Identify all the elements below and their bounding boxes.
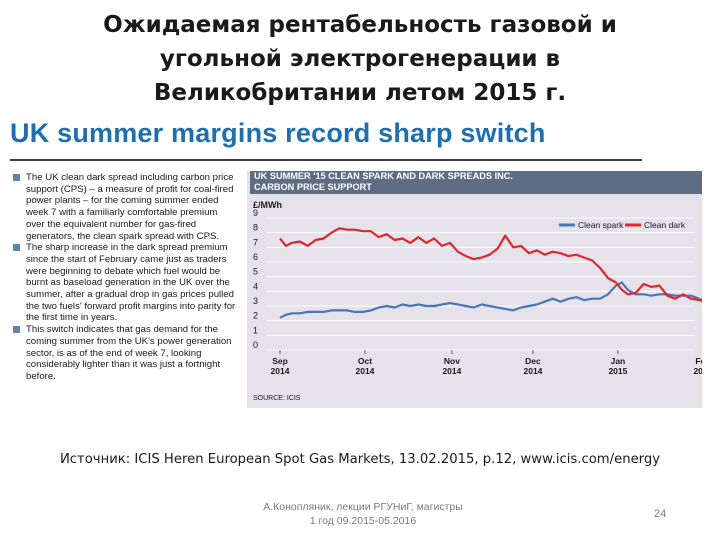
chart-title-line-1: UK SUMMER '15 CLEAN SPARK AND DARK SPREA… <box>254 171 513 181</box>
footer-author: А.Конопляник, лекции РГУНиГ, магистры 1 … <box>238 500 488 528</box>
bullet-square-icon <box>13 174 20 181</box>
x-tick-label-month-3: Dec <box>525 356 541 366</box>
bullet-1: The UK clean dark spread including carbo… <box>12 172 237 242</box>
y-axis-label: £/MWh <box>253 200 282 210</box>
headline-divider <box>10 159 642 161</box>
y-tick-label-5: 5 <box>253 267 258 277</box>
slide-title: Ожидаемая рентабельность газовой и уголь… <box>40 8 680 110</box>
article-bullets: The UK clean dark spread including carbo… <box>12 172 237 383</box>
x-tick-label-month-0: Sep <box>272 356 288 366</box>
y-tick-label-2: 2 <box>253 311 258 321</box>
page-number: 24 <box>654 508 667 520</box>
y-tick-label-1: 1 <box>253 325 258 335</box>
y-tick-label-7: 7 <box>253 237 258 247</box>
legend-label-clean-dark: Clean dark <box>644 220 686 230</box>
bullet-2-text: The sharp increase in the dark spread pr… <box>26 242 236 324</box>
slide-title-line-2: угольной электрогенерации в <box>159 46 561 72</box>
y-tick-label-8: 8 <box>253 223 258 233</box>
bullet-1-text: The UK clean dark spread including carbo… <box>26 172 234 242</box>
article-headline: UK summer margins record sharp switch <box>10 118 546 148</box>
y-tick-label-0: 0 <box>253 340 258 350</box>
bullet-square-icon <box>13 326 20 334</box>
legend-label-clean-spark: Clean spark <box>578 220 624 230</box>
y-tick-label-9: 9 <box>253 208 258 218</box>
x-tick-label-year-2: 2014 <box>442 366 461 376</box>
chart-source-label: SOURCE: ICIS <box>253 395 301 402</box>
x-tick-label-year-5: 2015 <box>693 366 702 376</box>
source-citation: Источник: ICIS Heren European Spot Gas M… <box>59 452 661 467</box>
bullet-3-text: This switch indicates that gas demand fo… <box>26 324 232 382</box>
slide-title-line-3: Великобритании летом 2015 г. <box>153 80 567 106</box>
y-tick-label-4: 4 <box>253 281 258 291</box>
chart-title-line-2: CARBON PRICE SUPPORT <box>254 182 372 192</box>
x-tick-label-month-2: Nov <box>444 356 460 366</box>
x-tick-label-month-1: Oct <box>358 356 372 366</box>
x-tick-label-year-3: 2014 <box>523 366 542 376</box>
y-tick-label-6: 6 <box>253 252 258 262</box>
footer-line-1: А.Конопляник, лекции РГУНиГ, магистры <box>263 501 463 513</box>
series-line-clean-spark <box>279 281 702 319</box>
series-line-clean-dark <box>279 227 702 302</box>
bullet-square-icon <box>13 244 20 252</box>
y-tick-label-3: 3 <box>253 296 258 306</box>
chart-title-bar: UK SUMMER '15 CLEAN SPARK AND DARK SPREA… <box>250 171 702 194</box>
slide-title-line-1: Ожидаемая рентабельность газовой и <box>103 12 617 38</box>
x-tick-label-month-5: Feb <box>695 356 702 366</box>
x-tick-label-year-4: 2015 <box>608 366 627 376</box>
bullet-2: The sharp increase in the dark spread pr… <box>12 242 237 324</box>
bullet-3: This switch indicates that gas demand fo… <box>12 324 237 383</box>
footer-line-2: 1 год 09.2015-05.2016 <box>309 515 417 527</box>
x-tick-label-year-1: 2014 <box>356 366 375 376</box>
spreads-line-chart: £/MWh0123456789Sep2014Oct2014Nov2014Dec2… <box>253 200 702 402</box>
x-tick-label-year-0: 2014 <box>271 366 290 376</box>
x-tick-label-month-4: Jan <box>611 356 626 366</box>
